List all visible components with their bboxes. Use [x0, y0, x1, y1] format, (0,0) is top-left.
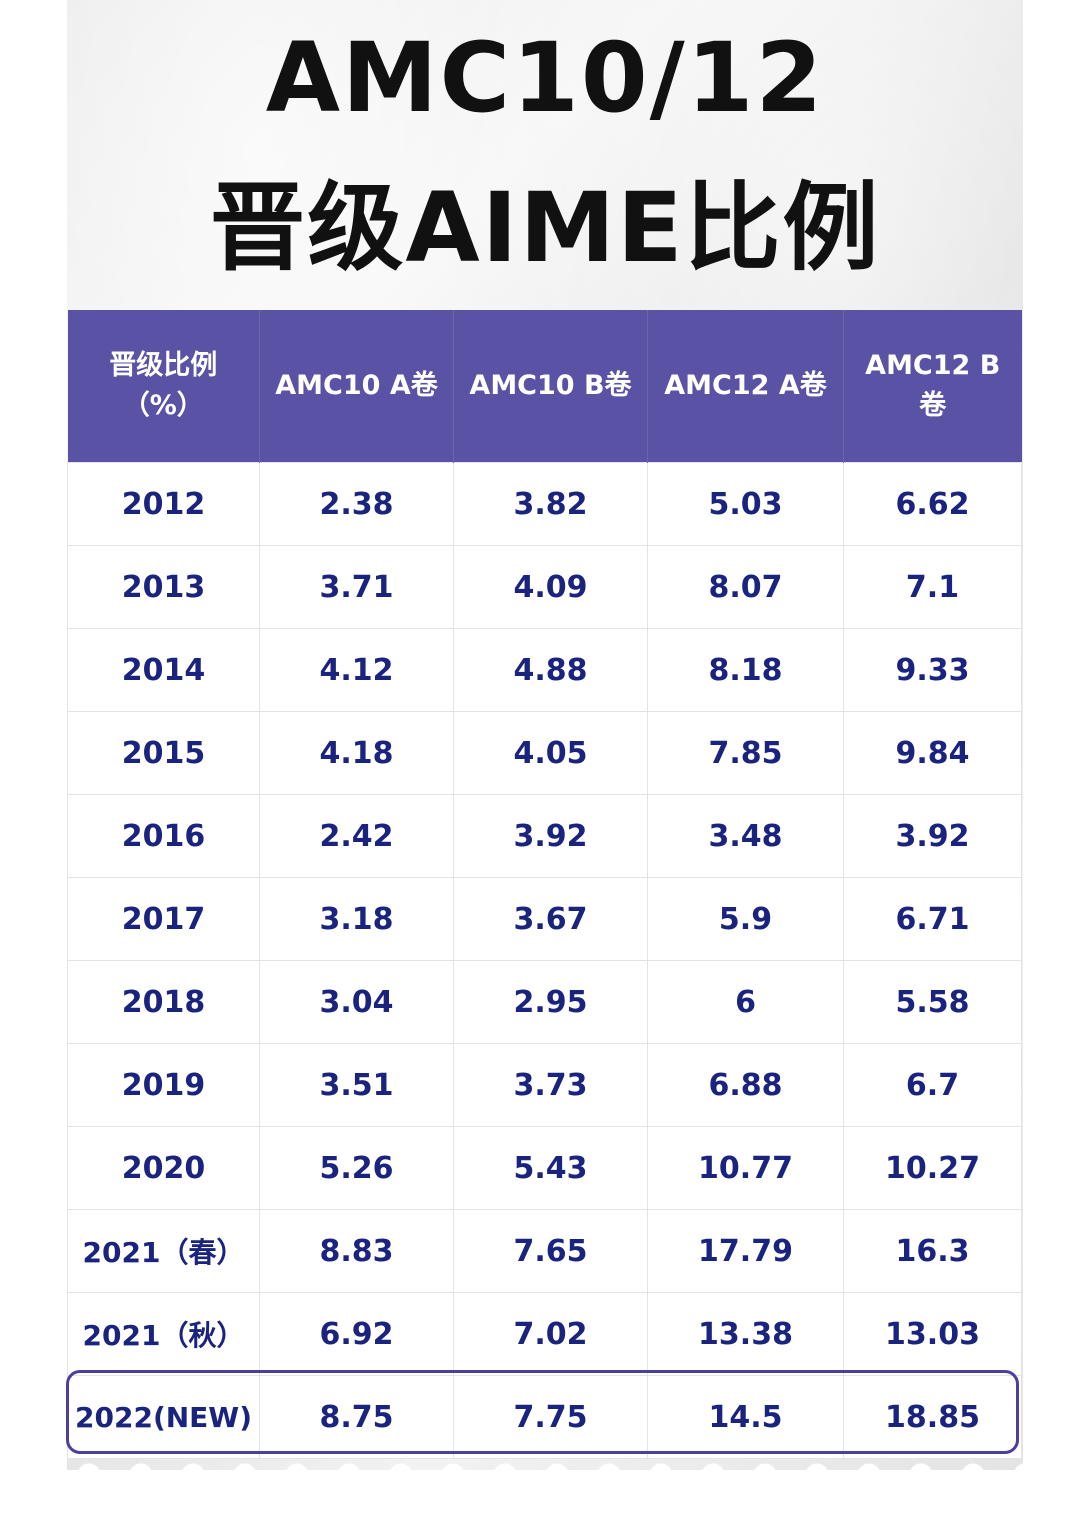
cell-amc12b: 16.3 — [843, 1209, 1022, 1293]
table-row: 2016 2.42 3.92 3.48 3.92 — [67, 794, 1022, 878]
page-title-line2: 晋级AIME比例 — [209, 172, 881, 284]
cell-amc10a: 8.75 — [259, 1375, 454, 1459]
cell-year: 2020 — [67, 1126, 260, 1210]
cell-year: 2022(NEW) — [67, 1375, 260, 1459]
table-row: 2012 2.38 3.82 5.03 6.62 — [67, 462, 1022, 546]
table-row: 2022(NEW) 8.75 7.75 14.5 18.85 — [67, 1375, 1022, 1459]
header-amc12b-line1: AMC12 B — [865, 350, 1001, 381]
cell-amc12a: 8.18 — [647, 628, 844, 712]
cell-year: 2017 — [67, 877, 260, 961]
header-amc10a-label: AMC10 A卷 — [275, 370, 438, 401]
cell-amc12b: 13.03 — [843, 1292, 1022, 1376]
cell-amc12a: 5.03 — [647, 462, 844, 546]
cell-amc12b: 5.58 — [843, 960, 1022, 1044]
promotion-ratio-table: 晋级比例 （%） AMC10 A卷 AMC10 B卷 AMC12 A卷 AMC12… — [67, 310, 1022, 1459]
cell-amc10b: 3.92 — [453, 794, 648, 878]
cell-year: 2013 — [67, 545, 260, 629]
cell-amc10a: 6.92 — [259, 1292, 454, 1376]
cell-year: 2015 — [67, 711, 260, 795]
cell-amc10a: 4.18 — [259, 711, 454, 795]
table-row: 2014 4.12 4.88 8.18 9.33 — [67, 628, 1022, 712]
header-ratio-line1: 晋级比例 — [109, 350, 218, 381]
table-row: 2020 5.26 5.43 10.77 10.27 — [67, 1126, 1022, 1210]
header-amc10b: AMC10 B卷 — [453, 310, 648, 463]
cell-year: 2021（秋） — [67, 1292, 260, 1376]
cell-year: 2016 — [67, 794, 260, 878]
table-row: 2018 3.04 2.95 6 5.58 — [67, 960, 1022, 1044]
cell-amc10a: 5.26 — [259, 1126, 454, 1210]
cell-amc10a: 3.51 — [259, 1043, 454, 1127]
cell-amc10a: 3.71 — [259, 545, 454, 629]
cell-amc10b: 4.88 — [453, 628, 648, 712]
cell-amc12b: 3.92 — [843, 794, 1022, 878]
table-row: 2021（春） 8.83 7.65 17.79 16.3 — [67, 1209, 1022, 1293]
header-amc12b: AMC12 B 卷 — [843, 310, 1022, 463]
table-row: 2021（秋） 6.92 7.02 13.38 13.03 — [67, 1292, 1022, 1376]
cell-amc12b: 9.33 — [843, 628, 1022, 712]
perforated-edge — [67, 1462, 1023, 1488]
table-body: 2012 2.38 3.82 5.03 6.62 2013 3.71 4.09 8.07 7.1 2… — [67, 462, 1022, 1459]
page-title-line1: AMC10/12 — [265, 22, 825, 134]
cell-amc10a: 2.42 — [259, 794, 454, 878]
cell-amc12b: 9.84 — [843, 711, 1022, 795]
cell-year: 2012 — [67, 462, 260, 546]
cell-amc10b: 7.75 — [453, 1375, 648, 1459]
table-row: 2013 3.71 4.09 8.07 7.1 — [67, 545, 1022, 629]
cell-amc12a: 3.48 — [647, 794, 844, 878]
cell-amc10b: 4.05 — [453, 711, 648, 795]
table-row: 2019 3.51 3.73 6.88 6.7 — [67, 1043, 1022, 1127]
cell-amc10b: 5.43 — [453, 1126, 648, 1210]
header-amc10a: AMC10 A卷 — [259, 310, 454, 463]
cell-amc10b: 7.02 — [453, 1292, 648, 1376]
cell-amc12a: 14.5 — [647, 1375, 844, 1459]
cell-amc12a: 6.88 — [647, 1043, 844, 1127]
cell-amc10b: 3.67 — [453, 877, 648, 961]
cell-amc10b: 7.65 — [453, 1209, 648, 1293]
table-header-row: 晋级比例 （%） AMC10 A卷 AMC10 B卷 AMC12 A卷 AMC12… — [67, 310, 1022, 463]
cell-amc12b: 7.1 — [843, 545, 1022, 629]
cell-year: 2019 — [67, 1043, 260, 1127]
cell-amc12b: 18.85 — [843, 1375, 1022, 1459]
cell-amc12a: 5.9 — [647, 877, 844, 961]
cell-amc12a: 17.79 — [647, 1209, 844, 1293]
cell-amc10a: 2.38 — [259, 462, 454, 546]
cell-amc12a: 7.85 — [647, 711, 844, 795]
cell-amc10a: 3.18 — [259, 877, 454, 961]
cell-amc12b: 10.27 — [843, 1126, 1022, 1210]
cell-amc10a: 3.04 — [259, 960, 454, 1044]
cell-amc10a: 8.83 — [259, 1209, 454, 1293]
cell-amc10a: 4.12 — [259, 628, 454, 712]
cell-amc12b: 6.62 — [843, 462, 1022, 546]
header-ratio: 晋级比例 （%） — [67, 310, 260, 463]
cell-amc10b: 2.95 — [453, 960, 648, 1044]
cell-amc10b: 3.73 — [453, 1043, 648, 1127]
cell-year: 2018 — [67, 960, 260, 1044]
header-amc12b-line2: 卷 — [919, 390, 947, 421]
cell-amc12a: 6 — [647, 960, 844, 1044]
header-amc12a: AMC12 A卷 — [647, 310, 844, 463]
header-ratio-line2: （%） — [122, 390, 204, 421]
cell-amc10b: 3.82 — [453, 462, 648, 546]
header-amc12a-label: AMC12 A卷 — [664, 370, 827, 401]
header-amc10b-label: AMC10 B卷 — [469, 370, 632, 401]
cell-amc12a: 13.38 — [647, 1292, 844, 1376]
cell-amc12a: 8.07 — [647, 545, 844, 629]
cell-year: 2014 — [67, 628, 260, 712]
table-row: 2017 3.18 3.67 5.9 6.71 — [67, 877, 1022, 961]
cell-amc12a: 10.77 — [647, 1126, 844, 1210]
table-row: 2015 4.18 4.05 7.85 9.84 — [67, 711, 1022, 795]
cell-amc12b: 6.7 — [843, 1043, 1022, 1127]
cell-year: 2021（春） — [67, 1209, 260, 1293]
cell-amc10b: 4.09 — [453, 545, 648, 629]
cell-amc12b: 6.71 — [843, 877, 1022, 961]
